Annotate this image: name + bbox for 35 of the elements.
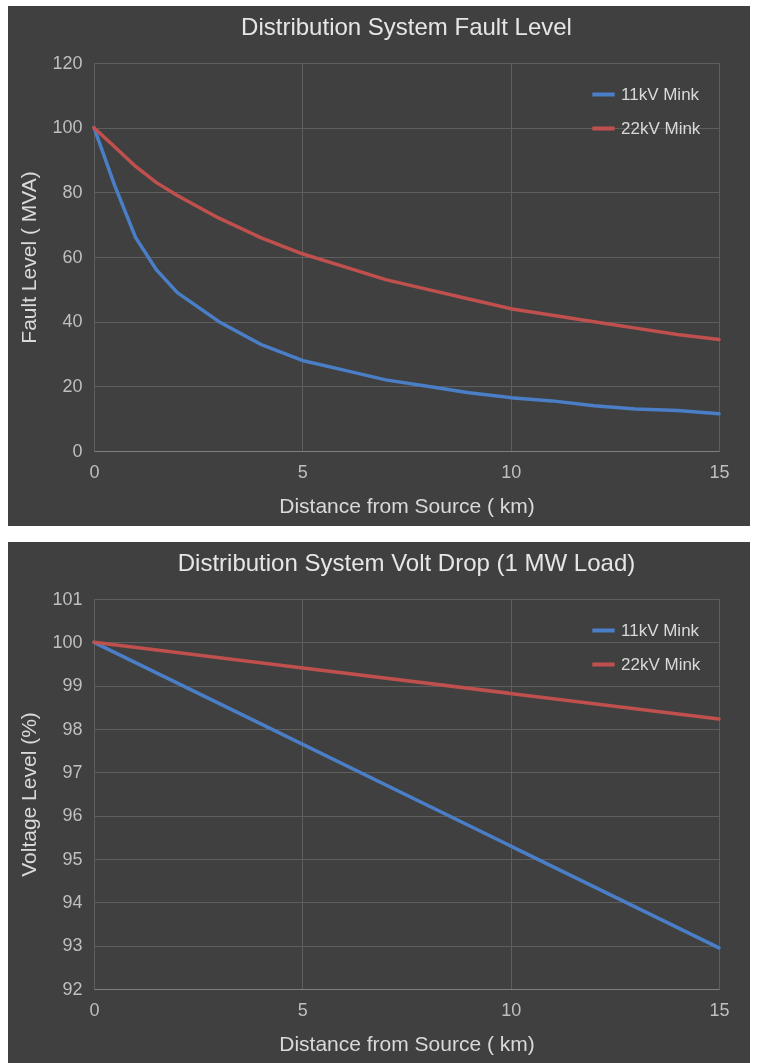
y-tick-label: 20 [62, 375, 83, 396]
legend-label: 11kV Mink [621, 620, 700, 640]
x-axis-title: Distance from Source ( km) [279, 1031, 535, 1055]
chart-title: Distribution System Fault Level [241, 13, 572, 40]
x-axis-title: Distance from Source ( km) [279, 493, 535, 517]
y-tick-label: 100 [52, 117, 83, 138]
y-tick-label: 0 [72, 440, 83, 461]
y-tick-label: 80 [62, 181, 83, 202]
x-tick-label: 10 [501, 999, 522, 1020]
y-tick-label: 95 [62, 848, 83, 869]
x-tick-label: 0 [89, 999, 100, 1020]
y-tick-label: 40 [62, 311, 83, 332]
y-tick-label: 101 [52, 588, 83, 609]
y-axis-title: Fault Level ( MVA) [17, 171, 41, 344]
y-tick-label: 100 [52, 631, 83, 652]
legend-label: 11kV Mink [621, 84, 700, 104]
y-tick-label: 120 [52, 52, 83, 73]
chart-title: Distribution System Volt Drop (1 MW Load) [177, 549, 636, 576]
x-tick-label: 5 [297, 461, 308, 482]
x-tick-label: 0 [89, 461, 100, 482]
y-tick-label: 97 [62, 761, 83, 782]
y-tick-label: 94 [62, 891, 83, 912]
x-tick-label: 15 [709, 461, 730, 482]
y-tick-label: 60 [62, 246, 83, 267]
legend-label: 22kV Mink [621, 654, 701, 674]
y-tick-label: 99 [62, 675, 83, 696]
x-tick-label: 5 [297, 999, 308, 1020]
y-tick-label: 96 [62, 805, 83, 826]
y-tick-label: 93 [62, 935, 83, 956]
y-axis-title: Voltage Level (%) [17, 712, 41, 877]
x-tick-label: 15 [709, 999, 730, 1020]
y-tick-label: 92 [62, 978, 83, 999]
y-tick-label: 98 [62, 718, 83, 739]
legend-label: 22kV Mink [621, 118, 701, 138]
x-tick-label: 10 [501, 461, 522, 482]
